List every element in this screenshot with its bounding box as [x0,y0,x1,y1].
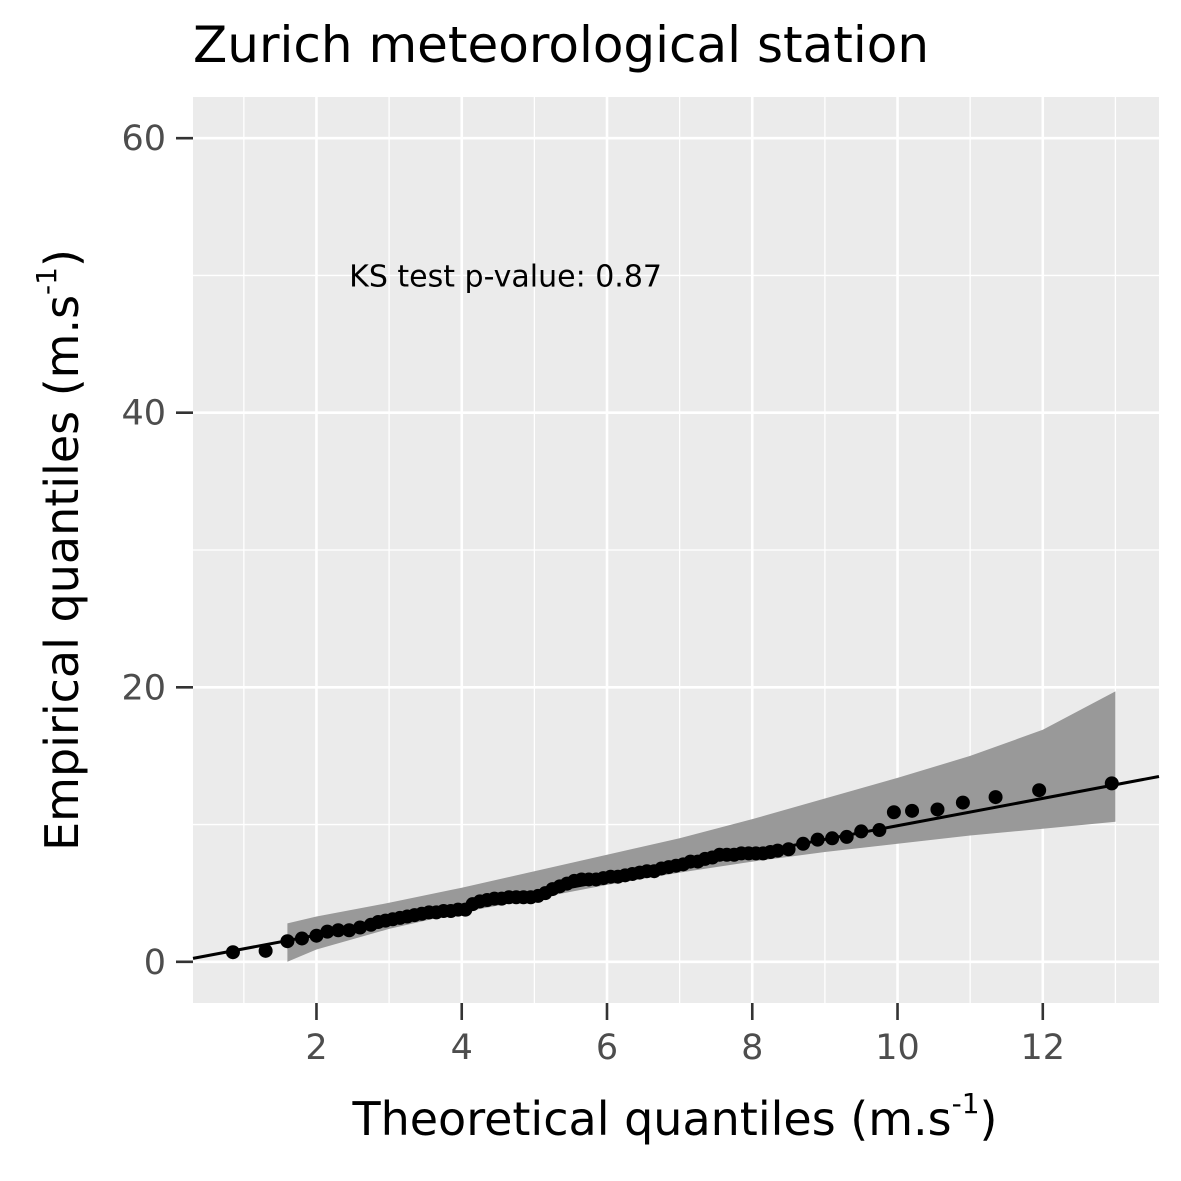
major-gridlines [193,97,1159,1003]
y-axis-title-superscript: -1 [30,267,63,295]
data-point [988,790,1003,805]
data-point [810,832,825,847]
x-axis-title-close: ) [980,1092,998,1146]
data-point [886,805,901,820]
x-axis-title-superscript: -1 [952,1087,980,1120]
data-point [825,831,840,846]
x-tick-label: 12 [1021,1028,1066,1068]
data-point [872,823,887,838]
y-tick-label: 0 [144,943,166,983]
x-tick-label: 2 [305,1028,327,1068]
x-axis-title: Theoretical quantiles (m.s-1) [352,1087,998,1146]
data-point [258,943,273,958]
x-tick-label: 6 [596,1028,618,1068]
x-tick-label: 10 [875,1028,920,1068]
y-axis-title-main: Empirical quantiles (m.s [35,295,89,851]
y-tick-label: 20 [121,668,166,708]
data-point [280,934,295,949]
data-points [225,776,1119,960]
data-point [309,928,324,943]
x-axis-title-main: Theoretical quantiles (m.s [352,1092,952,1146]
data-point [930,802,945,817]
chart-title: Zurich meteorological station [193,16,929,74]
data-point [225,945,240,960]
y-axis-title-close: ) [35,249,89,267]
x-axis-ticks: 2 4 6 8 10 12 [305,1003,1065,1068]
data-point [1032,783,1047,798]
y-tick-label: 60 [121,119,166,159]
data-point [781,842,796,857]
data-point [1104,776,1119,791]
data-point [294,931,309,946]
data-point [353,920,368,935]
x-tick-label: 4 [451,1028,473,1068]
minor-gridlines [193,97,1159,1003]
y-tick-label: 40 [121,394,166,434]
ks-test-annotation: KS test p-value: 0.87 [349,259,662,294]
data-point [331,923,346,938]
data-point [839,829,854,844]
data-point [854,824,869,839]
y-axis-title: Empirical quantiles (m.s-1) [30,249,89,851]
data-point [770,843,785,858]
data-point [796,836,811,851]
data-point [955,795,970,810]
x-tick-label: 8 [741,1028,763,1068]
y-axis-ticks: 0 20 40 60 [121,119,193,983]
data-point [342,923,357,938]
data-point [905,803,920,818]
data-point [320,924,335,939]
